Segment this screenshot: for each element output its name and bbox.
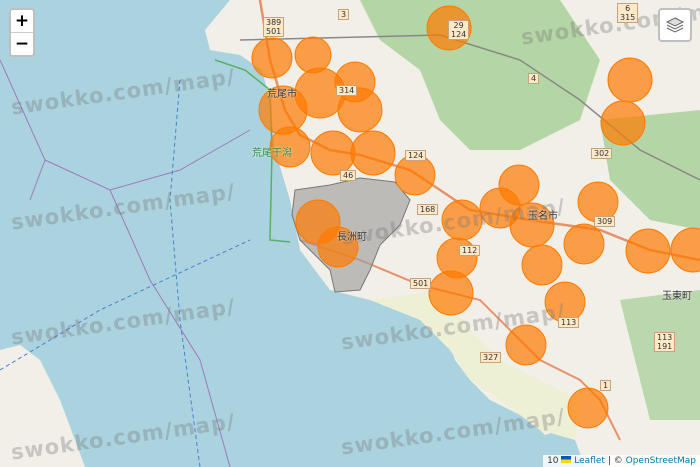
place-label-arao-tidal-flat: 荒尾干潟 [252,148,292,159]
overlay-circle[interactable] [394,154,436,196]
scale-text: 10 [547,456,559,466]
overlay-circle[interactable] [670,227,700,273]
road-shield: 113 191 [654,332,676,352]
zoom-control: + − [9,8,35,57]
place-label-tamana: 玉名市 [528,211,558,222]
attribution: 10 Leaflet | © OpenStreetMap [543,455,700,467]
road-shield: 327 [480,352,502,363]
road-shield: 4 [528,73,540,84]
overlay-circle[interactable] [567,387,609,429]
shipping-route [0,79,251,467]
overlay-circle[interactable] [350,130,396,176]
overlay-circle[interactable] [251,37,293,79]
overlay-circle[interactable] [294,36,332,74]
road-shield: 168 [417,204,439,215]
overlay-circle[interactable] [607,57,653,103]
land-southwest [0,345,85,467]
road-shield: 302 [591,148,613,159]
road-shield: 314 [336,85,358,96]
forest [360,0,600,150]
leaflet-link[interactable]: Leaflet [574,456,605,466]
road-shield: 6 315 [617,3,639,23]
overlay-circle[interactable] [509,202,555,248]
road-shield: 501 [410,278,432,289]
railway [239,34,700,181]
place-label-gyokuto: 玉東町 [662,291,692,302]
overlay-circle[interactable] [600,100,646,146]
forest [620,290,700,420]
zoom-out-button[interactable]: − [14,34,30,54]
overlay-circle[interactable] [625,228,671,274]
layers-icon [665,17,685,33]
road-shield: 46 [340,170,357,181]
road-shield: 1 [600,380,612,391]
road-shield: 309 [594,216,616,227]
overlay-circle[interactable] [317,226,359,268]
road-shield: 113 [558,317,580,328]
overlay-circle[interactable] [428,270,474,316]
attribution-separator: | [607,456,611,466]
ukraine-flag-icon [561,456,572,463]
farmland [370,290,580,440]
road-shield: 29 124 [448,20,470,40]
overlay-circle[interactable] [337,87,383,133]
layers-button[interactable] [658,8,692,42]
overlay-circle[interactable] [505,324,547,366]
road-shield: 124 [405,150,427,161]
place-label-arao: 荒尾市 [267,89,297,100]
road-shield: 389 501 [263,17,285,37]
road-shield: 112 [459,245,481,256]
overlay-circle[interactable] [521,244,563,286]
osm-link[interactable]: OpenStreetMap [625,456,696,466]
zoom-in-button[interactable]: + [11,10,33,33]
sea-boundary [0,59,251,467]
road-shield: 3 [338,9,350,20]
overlay-circle[interactable] [563,223,605,265]
overlay-circle[interactable] [310,130,356,176]
copyright-symbol: © [613,456,623,466]
overlay-circle[interactable] [269,126,311,168]
place-label-nagasu: 長洲町 [337,232,367,243]
